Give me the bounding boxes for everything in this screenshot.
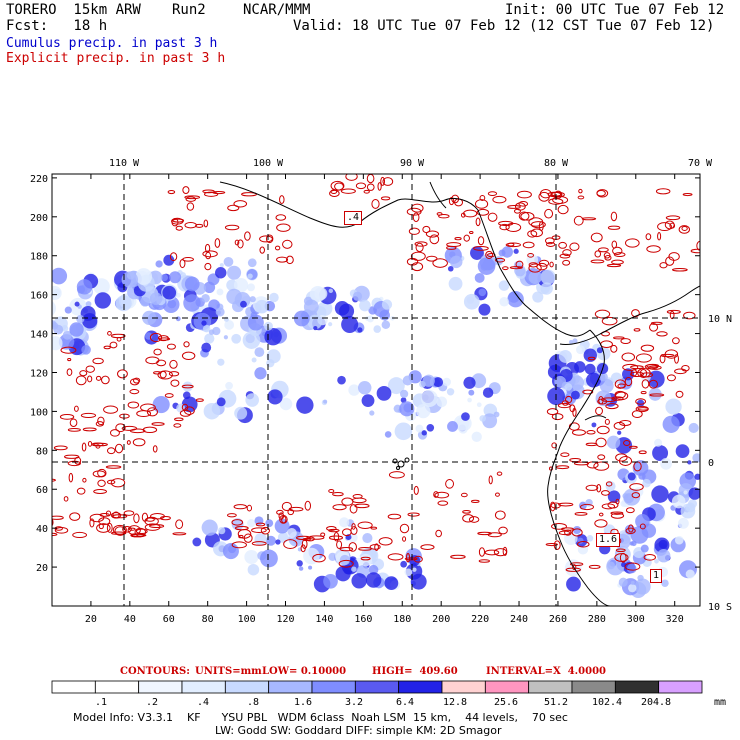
x-tick-label: 280 xyxy=(588,614,606,625)
x-tick-label: 40 xyxy=(124,614,136,625)
x-tick-label: 140 xyxy=(315,614,333,625)
low-label: LOW= 0.10000 xyxy=(262,666,347,677)
y-tick-label: 160 xyxy=(30,291,48,302)
colorbar-label: 51.2 xyxy=(544,697,568,708)
x-tick-label: 300 xyxy=(627,614,645,625)
colorbar-segment xyxy=(138,680,183,694)
field-explicit-label: Explicit precip. in past 3 h xyxy=(6,51,226,66)
y-tick-label: 80 xyxy=(36,446,48,457)
field-cumulus-label: Cumulus precip. in past 3 h xyxy=(6,36,218,51)
longitude-label: 100 W xyxy=(253,158,284,169)
coastline xyxy=(219,181,700,606)
y-tick-label: 180 xyxy=(30,252,48,263)
x-tick-label: 220 xyxy=(471,614,489,625)
x-tick-label: 100 xyxy=(238,614,256,625)
galapagos-islands xyxy=(392,457,410,470)
y-tick-label: 40 xyxy=(36,524,48,535)
colorbar-label: 25.6 xyxy=(494,697,518,708)
colorbar-segment xyxy=(311,680,356,694)
x-tick-label: 180 xyxy=(393,614,411,625)
run-label: Run2 xyxy=(172,2,206,18)
y-tick-label: 20 xyxy=(36,563,48,574)
contour-label-top: .4 xyxy=(344,211,363,225)
interval-label: INTERVAL=X 4.0000 xyxy=(486,666,606,677)
colorbar-label: .4 xyxy=(197,697,209,708)
x-tick-label: 60 xyxy=(163,614,175,625)
colorbar-segment xyxy=(528,680,573,694)
model-title: TORERO 15km ARW xyxy=(6,2,141,18)
high-label: HIGH= 409.60 xyxy=(372,666,458,677)
init-time: Init: 00 UTC Tue 07 Feb 12 xyxy=(505,2,725,18)
longitude-label: 80 W xyxy=(544,158,569,169)
axis-ticks xyxy=(52,174,700,606)
latitude-label: 10 S xyxy=(708,602,732,613)
colorbar-label: 6.4 xyxy=(396,697,414,708)
colorbar-label: 102.4 xyxy=(592,697,622,708)
units-label: UNITS=mm xyxy=(195,666,262,677)
forecast-hour: Fcst: 18 h xyxy=(6,18,108,34)
latitude-label: 10 N xyxy=(708,314,732,325)
contours-label: CONTOURS: xyxy=(120,666,190,677)
map-frame xyxy=(51,173,701,607)
lat-lon-grid xyxy=(52,174,700,606)
colorbar-segment xyxy=(398,680,443,694)
y-tick-label: 120 xyxy=(30,368,48,379)
x-tick-label: 200 xyxy=(432,614,450,625)
colorbar-segment xyxy=(94,680,140,694)
x-tick-label: 320 xyxy=(666,614,684,625)
x-tick-label: 120 xyxy=(276,614,294,625)
colorbar-label: .8 xyxy=(247,697,259,708)
colorbar-segment xyxy=(354,680,400,694)
y-tick-label: 200 xyxy=(30,213,48,224)
colorbar-label: 3.2 xyxy=(345,697,363,708)
latitude-label: 0 xyxy=(708,458,714,469)
y-tick-label: 100 xyxy=(30,407,48,418)
longitude-label: 90 W xyxy=(400,158,425,169)
colorbar-segment xyxy=(658,680,703,694)
model-info-line2: LW: Godd SW: Goddard DIFF: simple KM: 2D… xyxy=(215,724,502,737)
x-tick-label: 260 xyxy=(549,614,567,625)
axis-tick-labels: 220 200 180 160 140 120 100 80 60 40 20 20 40 60 80 100… xyxy=(30,158,732,625)
colorbar-label: 12.8 xyxy=(443,697,467,708)
x-tick-label: 80 xyxy=(202,614,214,625)
valid-time: Valid: 18 UTC Tue 07 Feb 12 (12 CST Tue … xyxy=(293,18,715,34)
colorbar-segment xyxy=(268,680,313,694)
y-tick-label: 140 xyxy=(30,330,48,341)
x-tick-label: 240 xyxy=(510,614,528,625)
colorbar-segment xyxy=(224,680,270,694)
colorbar-label: 1.6 xyxy=(294,697,312,708)
longitude-label: 70 W xyxy=(688,158,713,169)
colorbar-segment xyxy=(441,680,486,694)
y-tick-label: 220 xyxy=(30,174,48,185)
model-info-line1: Model Info: V3.3.1 KF YSU PBL WDM 6class… xyxy=(73,711,568,724)
colorbar-segment xyxy=(484,680,530,694)
x-tick-label: 160 xyxy=(354,614,372,625)
cumulus-precip-layer xyxy=(52,246,700,598)
contour-label-bottom: 1 xyxy=(650,569,663,583)
colorbar-segment xyxy=(614,680,660,694)
org-label: NCAR/MMM xyxy=(243,2,311,18)
colorbar-label: .2 xyxy=(146,697,158,708)
y-tick-label: 60 xyxy=(36,485,48,496)
colorbar-label: .1 xyxy=(95,697,107,708)
colorbar-segment xyxy=(181,680,226,694)
colorbar-units: mm xyxy=(714,697,726,708)
colorbar-segment xyxy=(51,680,96,694)
colorbar: .1 .2 .4 .8 1.6 3.2 6.4 12.8 25.6 51.2 102.4 204.8 m… xyxy=(51,680,726,708)
colorbar-segment xyxy=(571,680,616,694)
x-tick-label: 20 xyxy=(85,614,97,625)
longitude-label: 110 W xyxy=(109,158,140,169)
contour-label-right: 1.6 xyxy=(596,533,621,547)
colorbar-label: 204.8 xyxy=(641,697,671,708)
